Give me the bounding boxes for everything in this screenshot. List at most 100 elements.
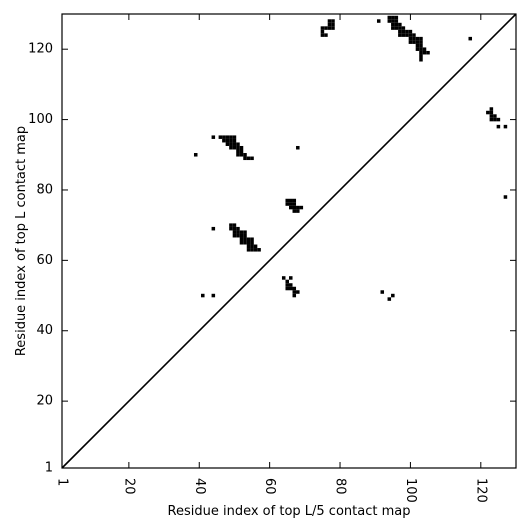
contact-point-lower bbox=[489, 117, 494, 122]
contact-point-lower bbox=[285, 202, 289, 206]
contact-point-lower bbox=[232, 138, 237, 143]
contact-point-lower bbox=[285, 283, 289, 287]
contact-point-upper bbox=[405, 33, 409, 37]
contact-point-lower bbox=[250, 237, 254, 241]
contact-point-lower bbox=[496, 117, 501, 122]
contact-point-upper bbox=[394, 22, 399, 27]
contact-point-lower bbox=[289, 205, 293, 210]
contact-point-lower bbox=[387, 297, 392, 301]
contact-point-lower bbox=[201, 293, 205, 298]
contact-point-lower bbox=[296, 209, 300, 213]
contact-point-upper bbox=[391, 26, 395, 30]
y-axis-label: Residue index of top L contact map bbox=[14, 126, 29, 356]
contact-point-upper bbox=[331, 19, 335, 23]
contact-point-upper bbox=[394, 26, 399, 30]
contact-point-lower bbox=[232, 230, 237, 234]
contact-point-lower bbox=[236, 153, 240, 157]
contact-point-upper bbox=[391, 15, 395, 20]
contact-point-lower bbox=[246, 241, 251, 245]
contact-point-upper bbox=[331, 26, 335, 30]
contact-point-upper bbox=[419, 40, 423, 44]
y-tick-label: 80 bbox=[36, 182, 53, 197]
contact-point-upper bbox=[398, 22, 402, 27]
contact-point-lower bbox=[292, 198, 297, 203]
contact-point-lower bbox=[257, 248, 261, 252]
y-tick-label: 120 bbox=[28, 42, 53, 57]
contact-point-lower bbox=[296, 205, 300, 210]
y-tick-label: 40 bbox=[36, 323, 53, 338]
contact-point-upper bbox=[419, 36, 423, 41]
contact-point-lower bbox=[246, 244, 251, 249]
contact-point-lower bbox=[229, 223, 233, 227]
contact-point-upper bbox=[401, 33, 406, 37]
contact-point-lower bbox=[246, 156, 251, 161]
contact-point-lower bbox=[236, 230, 240, 234]
contact-point-upper bbox=[412, 40, 416, 44]
contact-point-lower bbox=[292, 205, 297, 210]
contact-point-lower bbox=[380, 290, 385, 294]
contact-point-upper bbox=[331, 22, 335, 27]
contact-point-lower bbox=[239, 233, 244, 238]
x-tick-label: 40 bbox=[192, 478, 207, 495]
x-tick-label: 100 bbox=[403, 478, 418, 503]
contact-point-lower bbox=[299, 205, 304, 210]
x-tick-label: 120 bbox=[473, 478, 488, 503]
contact-point-lower bbox=[292, 286, 297, 291]
x-tick-label: 1 bbox=[55, 478, 70, 486]
contact-point-upper bbox=[415, 40, 420, 44]
contact-point-lower bbox=[232, 226, 237, 231]
contact-point-lower bbox=[292, 209, 297, 213]
contact-point-lower bbox=[503, 124, 508, 129]
contact-point-lower bbox=[211, 293, 216, 298]
contact-point-lower bbox=[289, 283, 293, 287]
contact-point-lower bbox=[289, 202, 293, 206]
contact-point-upper bbox=[468, 36, 473, 41]
contact-point-lower bbox=[239, 145, 244, 150]
contact-point-lower bbox=[285, 286, 289, 291]
contact-point-upper bbox=[394, 19, 399, 23]
contact-point-upper bbox=[419, 43, 423, 48]
contact-point-upper bbox=[376, 19, 381, 23]
contact-point-lower bbox=[222, 138, 226, 143]
contact-point-upper bbox=[419, 54, 423, 58]
contact-point-upper bbox=[401, 29, 406, 34]
contact-point-upper bbox=[327, 22, 332, 27]
contact-point-upper bbox=[324, 26, 328, 30]
contact-point-lower bbox=[243, 230, 247, 234]
contact-point-lower bbox=[486, 110, 490, 115]
contact-point-lower bbox=[218, 135, 223, 139]
contact-point-upper bbox=[398, 26, 402, 30]
contact-point-lower bbox=[211, 226, 216, 231]
contact-point-lower bbox=[243, 241, 247, 245]
contact-point-upper bbox=[320, 26, 325, 30]
contact-point-lower bbox=[239, 149, 244, 154]
contact-point-lower bbox=[250, 241, 254, 245]
contact-point-lower bbox=[229, 145, 233, 150]
contact-point-lower bbox=[225, 142, 230, 146]
contact-point-lower bbox=[493, 117, 497, 122]
contact-point-lower bbox=[246, 248, 251, 252]
contact-point-upper bbox=[419, 47, 423, 51]
contact-point-lower bbox=[193, 153, 198, 157]
contact-point-upper bbox=[408, 29, 413, 34]
x-axis-label: Residue index of top L/5 contact map bbox=[168, 504, 411, 519]
contact-point-upper bbox=[401, 26, 406, 30]
contact-point-upper bbox=[391, 22, 395, 27]
contact-point-lower bbox=[236, 233, 240, 238]
contact-point-lower bbox=[236, 145, 240, 150]
contact-point-upper bbox=[391, 19, 395, 23]
contact-point-lower bbox=[289, 286, 293, 291]
contact-point-lower bbox=[232, 233, 237, 238]
contact-point-lower bbox=[281, 276, 286, 280]
contact-point-lower bbox=[225, 135, 230, 139]
contact-point-lower bbox=[229, 142, 233, 146]
contact-point-lower bbox=[296, 290, 300, 294]
contact-point-lower bbox=[232, 135, 237, 139]
contact-points-group bbox=[193, 15, 508, 301]
contact-point-lower bbox=[229, 226, 233, 231]
contact-point-lower bbox=[243, 233, 247, 238]
contact-point-lower bbox=[225, 138, 230, 143]
contact-point-lower bbox=[236, 142, 240, 146]
contact-point-lower bbox=[232, 145, 237, 150]
